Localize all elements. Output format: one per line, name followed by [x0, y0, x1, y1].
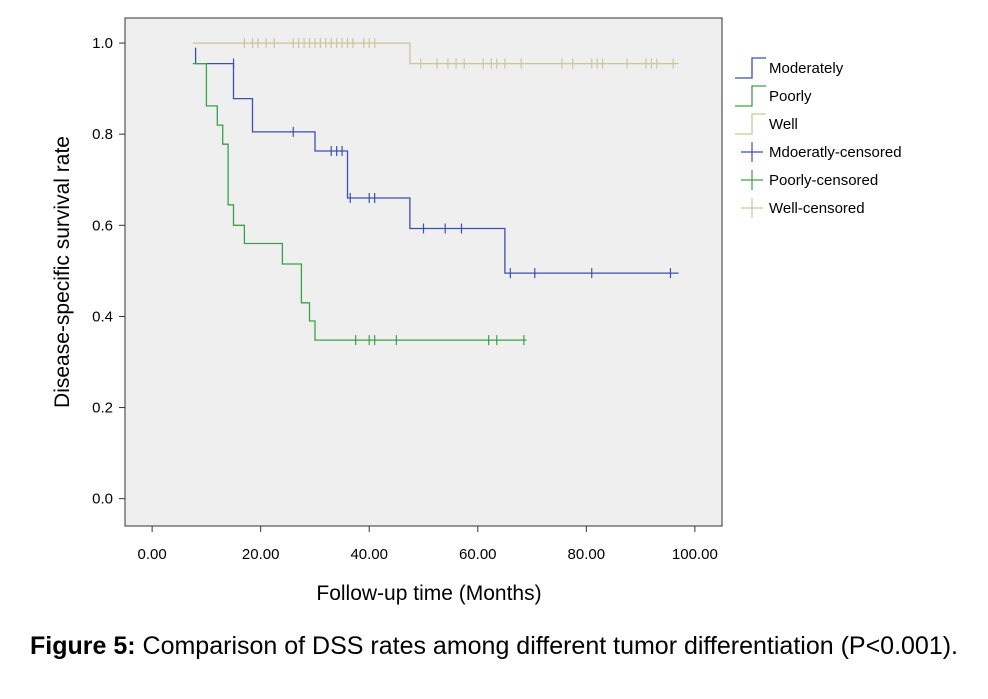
legend-swatch-moderately: [735, 57, 766, 79]
x-tick-label: 20.00: [242, 546, 280, 563]
series-poorly-line: [192, 62, 527, 341]
figure-caption: Figure 5: Comparison of DSS rates among …: [30, 630, 970, 662]
caption-text: Comparison of DSS rates among different …: [135, 632, 959, 660]
caption-label: Figure 5:: [30, 632, 136, 660]
km-chart: 0.0 0.2 0.4 0.6 0.8 1.0 0.00 20.00 40.00 60.00 80…: [51, 17, 902, 605]
y-tick-label: 0.2: [92, 400, 113, 417]
x-tick-label: 60.00: [459, 546, 497, 563]
x-axis-label: Follow-up time (Months): [316, 582, 541, 605]
y-tick-label: 0.6: [92, 217, 113, 234]
legend-label: Well-censored: [769, 200, 865, 217]
series-well-line: [192, 42, 679, 65]
y-tick-label: 0.0: [92, 491, 113, 508]
y-axis-label: Disease-specific survival rate: [51, 136, 74, 408]
x-tick-label: 40.00: [350, 546, 388, 563]
legend-label: Mdoeratly-censored: [769, 144, 902, 161]
legend-label: Well: [769, 116, 798, 133]
legend-label: Moderately: [769, 60, 844, 77]
x-tick-label: 0.00: [138, 546, 167, 563]
legend-label: Poorly-censored: [769, 172, 878, 189]
plot-area: [124, 17, 723, 527]
series-moderately-line: [194, 47, 679, 274]
x-tick-label: 80.00: [568, 546, 606, 563]
legend-swatch-poorly: [735, 85, 766, 107]
y-tick-label: 0.8: [92, 126, 113, 143]
legend-label: Poorly: [769, 88, 812, 105]
y-tick-label: 0.4: [92, 308, 113, 325]
x-tick-label: 100.00: [672, 546, 718, 563]
legend: Moderately Poorly Well Mdoeratly-censored Po…: [735, 57, 902, 218]
legend-swatch-well: [735, 113, 766, 135]
y-axis: 0.0 0.2 0.4 0.6 0.8 1.0: [92, 35, 125, 508]
y-tick-label: 1.0: [92, 35, 113, 52]
x-axis: 0.00 20.00 40.00 60.00 80.00 100.00: [138, 526, 718, 563]
series-layer: [192, 38, 679, 346]
